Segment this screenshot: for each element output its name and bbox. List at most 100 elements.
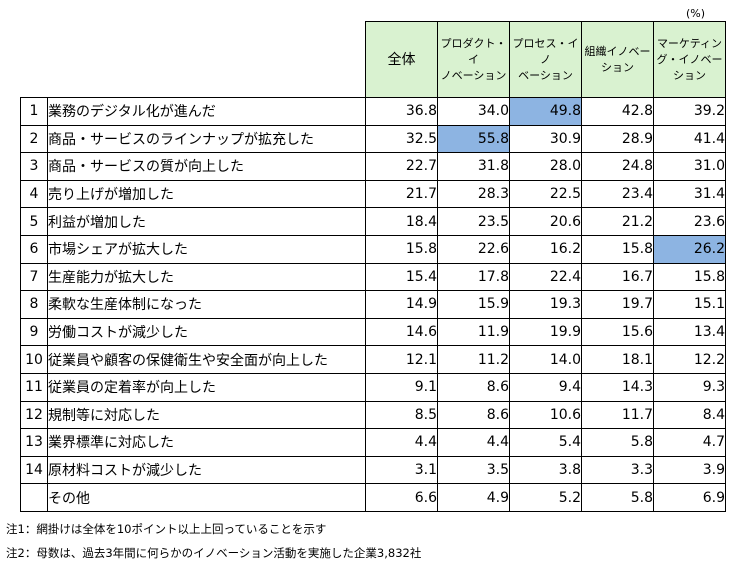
- value-cell: 23.6: [653, 207, 726, 236]
- table-row: 13 業界標準に対応した 4.4 4.4 5.4 5.8 4.7: [20, 428, 726, 457]
- row-number: 11: [20, 372, 48, 402]
- row-label: 原材料コストが減少した: [47, 455, 366, 485]
- row-label: 従業員の定着率が向上した: [47, 372, 366, 402]
- value-cell: 32.5: [365, 124, 438, 154]
- value-cell: 13.4: [653, 317, 726, 347]
- column-header: 組織イノベー ション: [581, 21, 654, 98]
- value-cell: 21.2: [581, 207, 654, 236]
- value-cell: 8.5: [365, 400, 438, 430]
- value-cell: 9.1: [365, 372, 438, 402]
- table-row: 1 業務のデジタル化が進んだ 36.8 34.0 49.8 42.8 39.2: [20, 97, 726, 126]
- value-cell: 5.8: [581, 428, 654, 457]
- row-label: 生産能力が拡大した: [47, 262, 366, 292]
- value-cell: 10.6: [509, 400, 582, 430]
- row-label: 業務のデジタル化が進んだ: [47, 97, 366, 126]
- header-blank-label: [47, 21, 366, 98]
- value-cell: 24.8: [581, 152, 654, 181]
- row-label: 従業員や顧客の保健衛生や安全面が向上した: [47, 345, 366, 374]
- row-label: 労働コストが減少した: [47, 317, 366, 347]
- table-row: 12 規制等に対応した 8.5 8.6 10.6 11.7 8.4: [20, 400, 726, 430]
- column-header: 全体: [365, 21, 438, 98]
- value-cell: 39.2: [653, 97, 726, 126]
- table-row: 11 従業員の定着率が向上した 9.1 8.6 9.4 14.3 9.3: [20, 372, 726, 402]
- row-number: 1: [20, 97, 48, 126]
- value-cell: 15.1: [653, 290, 726, 319]
- column-header: プロダクト・イ ノベーション: [437, 21, 510, 98]
- row-number: 13: [20, 428, 48, 457]
- unit-label: (%): [686, 7, 706, 20]
- value-cell: 3.3: [581, 455, 654, 485]
- value-cell: 4.4: [365, 428, 438, 457]
- highlighted-value-cell: 49.8: [509, 97, 582, 126]
- row-label: 柔軟な生産体制になった: [47, 290, 366, 319]
- value-cell: 17.8: [437, 262, 510, 292]
- value-cell: 5.8: [581, 483, 654, 512]
- value-cell: 36.8: [365, 97, 438, 126]
- value-cell: 14.0: [509, 345, 582, 374]
- value-cell: 15.8: [365, 234, 438, 264]
- value-cell: 30.9: [509, 124, 582, 154]
- value-cell: 18.1: [581, 345, 654, 374]
- value-cell: 28.9: [581, 124, 654, 154]
- row-label: 業界標準に対応した: [47, 428, 366, 457]
- row-number: 9: [20, 317, 48, 347]
- row-number: 7: [20, 262, 48, 292]
- value-cell: 34.0: [437, 97, 510, 126]
- value-cell: 16.2: [509, 234, 582, 264]
- value-cell: 3.9: [653, 455, 726, 485]
- value-cell: 4.9: [437, 483, 510, 512]
- value-cell: 19.9: [509, 317, 582, 347]
- row-label: その他: [47, 483, 366, 512]
- column-header: プロセス・イノ ベーション: [509, 21, 582, 98]
- value-cell: 42.8: [581, 97, 654, 126]
- value-cell: 15.8: [653, 262, 726, 292]
- value-cell: 9.4: [509, 372, 582, 402]
- row-number: 3: [20, 152, 48, 181]
- row-number: 6: [20, 234, 48, 264]
- table-row: 8 柔軟な生産体制になった 14.9 15.9 19.3 19.7 15.1: [20, 290, 726, 319]
- table-row: 6 市場シェアが拡大した 15.8 22.6 16.2 15.8 26.2: [20, 234, 726, 264]
- value-cell: 12.1: [365, 345, 438, 374]
- row-number: 14: [20, 455, 48, 485]
- value-cell: 15.4: [365, 262, 438, 292]
- column-header: マーケティン グ・イノベー ション: [653, 21, 726, 98]
- value-cell: 31.8: [437, 152, 510, 181]
- table-row: 7 生産能力が拡大した 15.4 17.8 22.4 16.7 15.8: [20, 262, 726, 292]
- table-row: 9 労働コストが減少した 14.6 11.9 19.9 15.6 13.4: [20, 317, 726, 347]
- value-cell: 8.6: [437, 372, 510, 402]
- row-number: 12: [20, 400, 48, 430]
- value-cell: 19.3: [509, 290, 582, 319]
- row-label: 商品・サービスのラインナップが拡充した: [47, 124, 366, 154]
- value-cell: 3.5: [437, 455, 510, 485]
- value-cell: 5.4: [509, 428, 582, 457]
- header-row: 全体 プロダクト・イ ノベーション プロセス・イノ ベーション 組織イノベー シ…: [20, 21, 726, 98]
- value-cell: 12.2: [653, 345, 726, 374]
- highlighted-value-cell: 55.8: [437, 124, 510, 154]
- value-cell: 8.6: [437, 400, 510, 430]
- value-cell: 6.6: [365, 483, 438, 512]
- table-row: その他 6.6 4.9 5.2 5.8 6.9: [20, 483, 726, 512]
- value-cell: 14.3: [581, 372, 654, 402]
- value-cell: 8.4: [653, 400, 726, 430]
- row-number: 8: [20, 290, 48, 319]
- value-cell: 22.6: [437, 234, 510, 264]
- value-cell: 19.7: [581, 290, 654, 319]
- value-cell: 6.9: [653, 483, 726, 512]
- value-cell: 11.7: [581, 400, 654, 430]
- value-cell: 16.7: [581, 262, 654, 292]
- value-cell: 22.4: [509, 262, 582, 292]
- value-cell: 22.5: [509, 179, 582, 209]
- value-cell: 4.4: [437, 428, 510, 457]
- table-row: 5 利益が増加した 18.4 23.5 20.6 21.2 23.6: [20, 207, 726, 236]
- value-cell: 3.8: [509, 455, 582, 485]
- row-label: 商品・サービスの質が向上した: [47, 152, 366, 181]
- note-1: 注1：網掛けは全体を10ポイント以上上回っていることを示す: [6, 522, 327, 536]
- table-row: 3 商品・サービスの質が向上した 22.7 31.8 28.0 24.8 31.0: [20, 152, 726, 181]
- value-cell: 3.1: [365, 455, 438, 485]
- value-cell: 11.2: [437, 345, 510, 374]
- value-cell: 23.5: [437, 207, 510, 236]
- row-number: [20, 483, 48, 512]
- value-cell: 28.3: [437, 179, 510, 209]
- value-cell: 23.4: [581, 179, 654, 209]
- value-cell: 11.9: [437, 317, 510, 347]
